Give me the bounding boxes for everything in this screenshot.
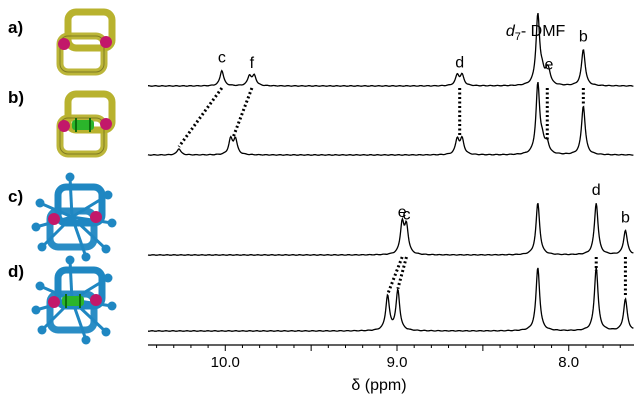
cage-arm — [70, 299, 88, 341]
x-tick-label: 9.0 — [387, 354, 408, 371]
correlation-line-1 — [177, 87, 224, 148]
cage-arm — [39, 201, 73, 219]
cage-back-ring — [64, 8, 116, 52]
arm-bead — [107, 301, 117, 311]
spectrum-trace-2 — [147, 81, 634, 156]
cage-arm — [68, 176, 74, 218]
arm-bead — [37, 242, 47, 252]
x-axis: 10.0 9.0 8.0 δ (ppm) — [148, 344, 634, 394]
correlation-lines — [177, 87, 627, 298]
correlation-line-2 — [231, 87, 254, 139]
panel-label: c) — [8, 187, 23, 206]
molecule-image-1 — [56, 8, 116, 76]
panel-label: a) — [8, 18, 23, 37]
solvent-label: d7- DMF — [506, 23, 566, 43]
spectrum-trace-3 — [147, 202, 634, 256]
metal-node — [58, 38, 70, 50]
spectrum-trace-1 — [148, 12, 634, 87]
correlation-line-6 — [386, 256, 404, 295]
metal-node — [100, 118, 112, 130]
guest-molecule — [72, 120, 94, 130]
cage-outline — [59, 35, 105, 73]
cage-arm — [40, 215, 74, 249]
solvent-label-rest: - DMF — [521, 23, 566, 40]
arm-bead — [103, 190, 113, 200]
arm-bead — [65, 255, 75, 265]
peak-label-c: c — [218, 50, 226, 67]
arm-bead — [81, 335, 91, 345]
arm-bead — [31, 305, 41, 315]
cage-outline — [59, 117, 105, 155]
molecule-image-3 — [31, 172, 117, 262]
x-tick-label: 8.0 — [558, 354, 579, 371]
arm-bead — [103, 273, 113, 283]
panel-label: b) — [8, 88, 24, 107]
peak-label-e: e — [545, 57, 554, 74]
arm-bead — [31, 222, 41, 232]
arm-bead — [101, 244, 111, 254]
peak-label-b: b — [621, 210, 630, 227]
metal-node — [90, 294, 102, 306]
correlation-line-7 — [396, 256, 408, 290]
arm-bead — [101, 327, 111, 337]
guest-molecule — [62, 296, 84, 306]
peak-label-f: f — [250, 55, 255, 72]
peak-label-b: b — [579, 29, 588, 46]
spectra — [147, 12, 634, 332]
solvent-label-d: d — [506, 23, 516, 40]
metal-node — [48, 213, 60, 225]
peak-label-d: d — [455, 55, 464, 72]
arm-bead — [65, 172, 75, 182]
x-tick-label: 10.0 — [211, 354, 240, 371]
cage-arm — [70, 216, 88, 258]
metal-node — [58, 120, 70, 132]
panel-label: d) — [8, 262, 24, 281]
cage-arm — [68, 259, 74, 301]
peak-label-c: c — [402, 207, 410, 224]
molecule-image-4 — [31, 255, 117, 345]
x-axis-title: δ (ppm) — [351, 377, 406, 394]
molecule-image-2 — [56, 90, 116, 158]
cage-arm — [71, 193, 109, 219]
arm-bead — [35, 281, 45, 291]
arm-bead — [35, 198, 45, 208]
arm-bead — [81, 252, 91, 262]
structure-images — [31, 8, 117, 345]
arm-bead — [107, 218, 117, 228]
peak-label-d: d — [592, 182, 601, 199]
peak-label-e: e — [398, 204, 407, 221]
solvent-label-sub: 7 — [515, 31, 521, 43]
metal-node — [100, 36, 112, 48]
metal-node — [48, 296, 60, 308]
cage-arm — [70, 215, 108, 251]
arm-bead — [37, 325, 47, 335]
spectrum-trace-4 — [148, 267, 634, 332]
metal-node — [90, 211, 102, 223]
